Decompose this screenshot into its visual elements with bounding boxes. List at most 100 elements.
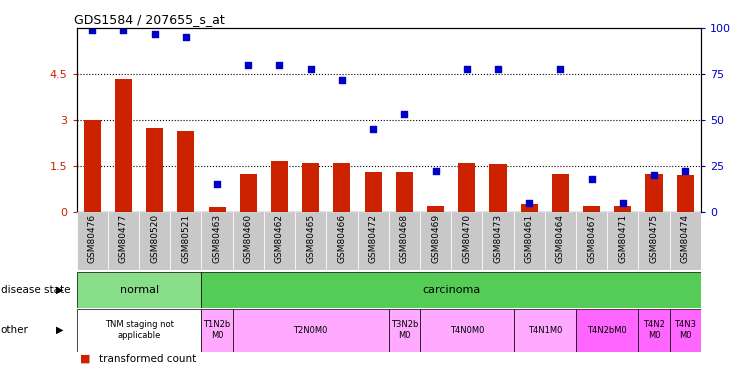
Text: GSM80462: GSM80462 [275, 214, 284, 262]
Text: T4N2bM0: T4N2bM0 [588, 326, 627, 334]
Bar [108, 212, 139, 270]
Bar [489, 164, 507, 212]
Point [399, 111, 410, 117]
Bar [520, 204, 538, 212]
Point [461, 66, 472, 72]
Bar [645, 174, 663, 212]
Text: GSM80476: GSM80476 [88, 214, 97, 263]
Bar [233, 309, 389, 352]
Bar [552, 174, 569, 212]
Bar [302, 163, 319, 212]
Text: GSM80469: GSM80469 [431, 214, 440, 263]
Text: GSM80474: GSM80474 [680, 214, 690, 262]
Bar [358, 212, 389, 270]
Bar [614, 206, 631, 212]
Bar [201, 309, 233, 352]
Text: GSM80465: GSM80465 [306, 214, 315, 263]
Bar [84, 120, 101, 212]
Bar [233, 212, 264, 270]
Text: GSM80470: GSM80470 [462, 214, 472, 263]
Bar [201, 272, 701, 308]
Bar [583, 206, 600, 212]
Bar [545, 212, 576, 270]
Bar [201, 212, 233, 270]
Bar [326, 212, 358, 270]
Point [149, 31, 161, 37]
Bar [271, 161, 288, 212]
Bar [513, 309, 576, 352]
Bar [364, 172, 382, 212]
Point [680, 168, 691, 174]
Text: TNM staging not
applicable: TNM staging not applicable [104, 321, 174, 340]
Point [336, 76, 347, 82]
Bar [513, 212, 545, 270]
Point [617, 200, 629, 206]
Point [585, 176, 597, 182]
Text: GSM80521: GSM80521 [181, 214, 191, 263]
Text: GSM80520: GSM80520 [150, 214, 159, 263]
Point [492, 66, 504, 72]
Bar [77, 309, 201, 352]
Text: T4N0M0: T4N0M0 [450, 326, 484, 334]
Text: T2N0M0: T2N0M0 [293, 326, 328, 334]
Bar [389, 309, 420, 352]
Text: GSM80464: GSM80464 [556, 214, 565, 262]
Text: T4N1M0: T4N1M0 [528, 326, 562, 334]
Point [118, 27, 129, 33]
Text: normal: normal [120, 285, 158, 295]
Bar [483, 212, 513, 270]
Text: T3N2b
M0: T3N2b M0 [391, 321, 418, 340]
Bar [427, 206, 444, 212]
Text: T1N2b
M0: T1N2b M0 [204, 321, 231, 340]
Text: ▶: ▶ [56, 325, 64, 335]
Text: T4N2
M0: T4N2 M0 [643, 321, 665, 340]
Text: GSM80460: GSM80460 [244, 214, 253, 263]
Text: GSM80475: GSM80475 [650, 214, 658, 263]
Text: carcinoma: carcinoma [422, 285, 480, 295]
Bar [451, 212, 483, 270]
Point [211, 182, 223, 188]
Point [555, 66, 566, 72]
Text: transformed count: transformed count [99, 354, 196, 364]
Bar [139, 212, 170, 270]
Bar [576, 212, 607, 270]
Text: GSM80466: GSM80466 [337, 214, 347, 263]
Text: GSM80471: GSM80471 [618, 214, 627, 263]
Text: other: other [1, 325, 28, 335]
Bar [420, 309, 514, 352]
Bar [77, 272, 201, 308]
Bar [677, 175, 694, 212]
Text: GSM80461: GSM80461 [525, 214, 534, 263]
Point [367, 126, 379, 132]
Bar [170, 212, 201, 270]
Text: GSM80477: GSM80477 [119, 214, 128, 263]
Bar [638, 212, 669, 270]
Bar [146, 128, 164, 212]
Text: GSM80473: GSM80473 [493, 214, 502, 263]
Bar [295, 212, 326, 270]
Point [180, 34, 192, 40]
Bar [607, 212, 638, 270]
Text: GSM80467: GSM80467 [587, 214, 596, 263]
Bar [669, 309, 701, 352]
Point [648, 172, 660, 178]
Text: ■: ■ [80, 354, 91, 364]
Bar [420, 212, 451, 270]
Point [242, 62, 254, 68]
Text: disease state: disease state [1, 285, 70, 295]
Bar [77, 212, 108, 270]
Point [305, 66, 317, 72]
Bar [334, 163, 350, 212]
Bar [396, 172, 413, 212]
Bar [389, 212, 420, 270]
Bar [264, 212, 295, 270]
Text: GDS1584 / 207655_s_at: GDS1584 / 207655_s_at [74, 13, 224, 26]
Point [86, 27, 98, 33]
Text: ▶: ▶ [56, 285, 64, 295]
Bar [458, 163, 475, 212]
Text: GSM80463: GSM80463 [212, 214, 222, 263]
Point [430, 168, 442, 174]
Point [523, 200, 535, 206]
Bar [638, 309, 669, 352]
Bar [239, 174, 257, 212]
